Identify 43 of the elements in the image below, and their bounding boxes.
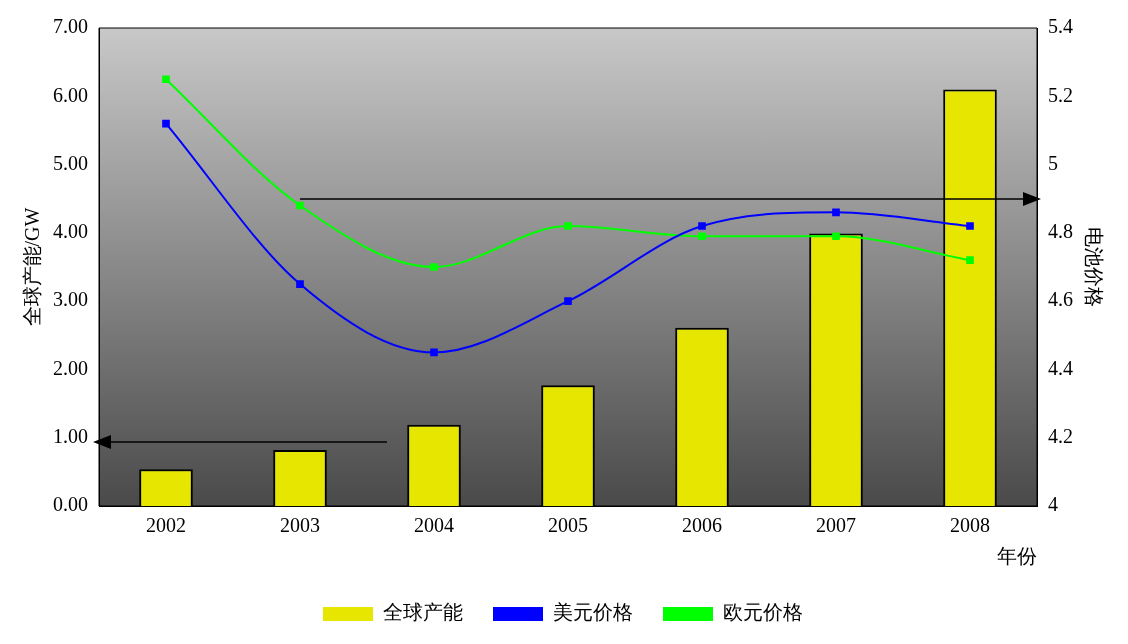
x-axis-title: 年份: [997, 545, 1037, 568]
y2-tick-label: 5.2: [1048, 83, 1073, 106]
x-tick-label: 2007: [816, 514, 856, 537]
point: [966, 256, 974, 264]
y-tick-label: 3.00: [53, 288, 88, 311]
legend-label: 美元价格: [553, 601, 633, 624]
y-tick-label: 2.00: [53, 356, 88, 379]
y-tick-label: 1.00: [53, 424, 88, 447]
point: [162, 119, 170, 128]
x-tick-label: 2008: [950, 514, 990, 537]
point: [966, 222, 974, 230]
point: [296, 201, 304, 210]
y-tick-label: 4.00: [53, 220, 88, 243]
x-tick-label: 2005: [548, 514, 588, 537]
point: [832, 208, 840, 217]
point: [832, 232, 840, 241]
point: [564, 297, 572, 305]
x-tick-label: 2004: [414, 514, 454, 537]
point: [296, 280, 304, 288]
point: [564, 222, 572, 230]
y2-tick-label: 5.4: [1048, 15, 1073, 38]
point: [698, 222, 706, 230]
x-tick-label: 2002: [146, 514, 186, 537]
point: [430, 348, 438, 357]
y2-tick-label: 4.2: [1048, 424, 1073, 447]
y2-axis-title: 电池价格: [1082, 227, 1105, 307]
point: [162, 75, 170, 84]
x-tick-label: 2006: [682, 514, 722, 537]
y-axis-title: 全球产能/GW: [21, 207, 44, 327]
y2-tick-label: 4.8: [1048, 220, 1073, 243]
y2-tick-label: 5: [1048, 151, 1058, 174]
y2-tick-label: 4: [1048, 493, 1058, 516]
y2-tick-label: 4.4: [1048, 356, 1073, 379]
y-tick-label: 7.00: [53, 15, 88, 38]
point: [698, 232, 706, 241]
y-tick-label: 6.00: [53, 83, 88, 106]
y2-tick-label: 4.6: [1048, 288, 1073, 311]
x-tick-label: 2003: [280, 514, 320, 537]
y-tick-label: 0.00: [53, 493, 88, 516]
legend-label: 欧元价格: [723, 601, 803, 624]
legend-label: 全球产能: [383, 601, 463, 624]
point: [430, 263, 438, 271]
y-tick-label: 5.00: [53, 151, 88, 174]
